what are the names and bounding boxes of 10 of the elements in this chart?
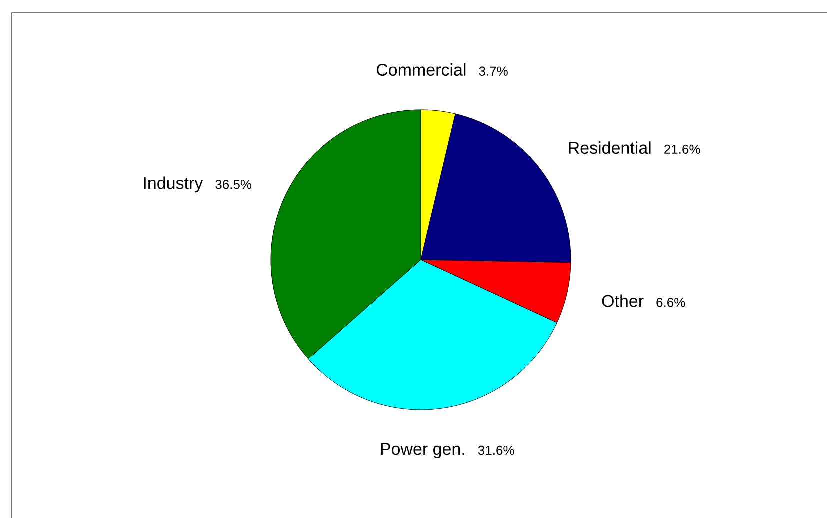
data-label: 6.6%	[656, 298, 686, 308]
data-label: 36.5%	[216, 180, 252, 190]
data-label: 21.6%	[664, 144, 700, 154]
slice-label: Other	[602, 294, 644, 308]
slice-label: Residential	[569, 142, 651, 154]
data-label: 3.7%	[479, 66, 508, 76]
data-label: 31.6%	[478, 446, 514, 456]
slice-label: Commercial	[376, 64, 466, 76]
slice-label: Industry	[144, 176, 204, 193]
slice-label: Power gen.	[381, 443, 464, 459]
